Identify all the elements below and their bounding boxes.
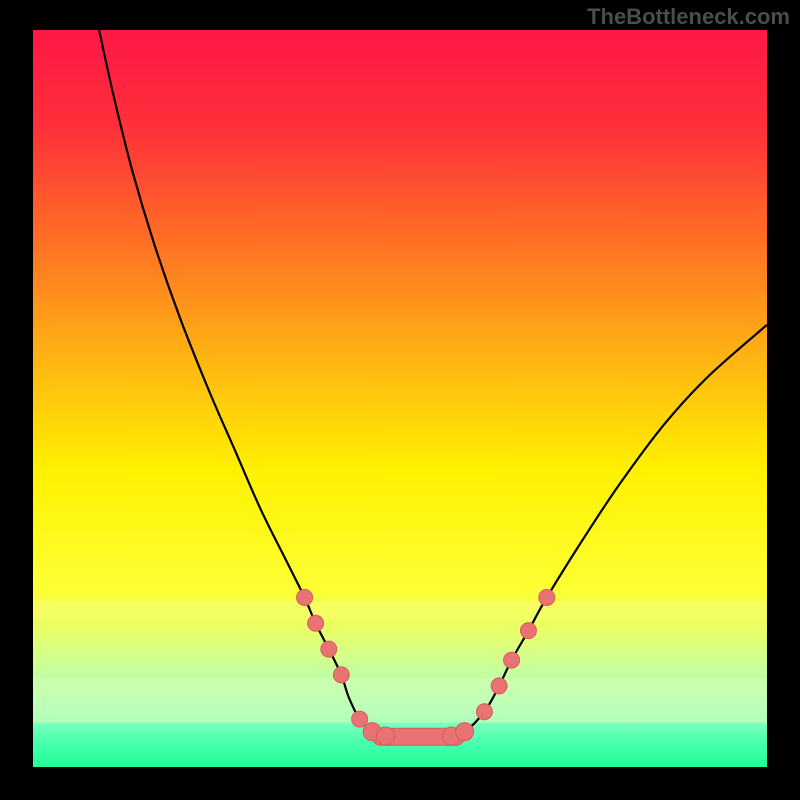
valley-cap-3 xyxy=(456,723,474,741)
left-marker-4 xyxy=(352,711,368,727)
right-marker-3 xyxy=(520,623,536,639)
valley-cap-1 xyxy=(376,727,394,745)
overlay-band-1 xyxy=(33,679,767,723)
right-marker-1 xyxy=(491,678,507,694)
right-marker-0 xyxy=(476,704,492,720)
right-marker-4 xyxy=(539,589,555,605)
plot-background xyxy=(33,30,767,767)
bottleneck-chart xyxy=(0,0,800,800)
watermark-text: TheBottleneck.com xyxy=(587,4,790,30)
left-marker-1 xyxy=(308,615,324,631)
left-marker-3 xyxy=(333,667,349,683)
overlay-band-0 xyxy=(33,601,767,619)
left-marker-2 xyxy=(321,641,337,657)
left-marker-0 xyxy=(297,589,313,605)
chart-container: TheBottleneck.com xyxy=(0,0,800,800)
right-marker-2 xyxy=(504,652,520,668)
